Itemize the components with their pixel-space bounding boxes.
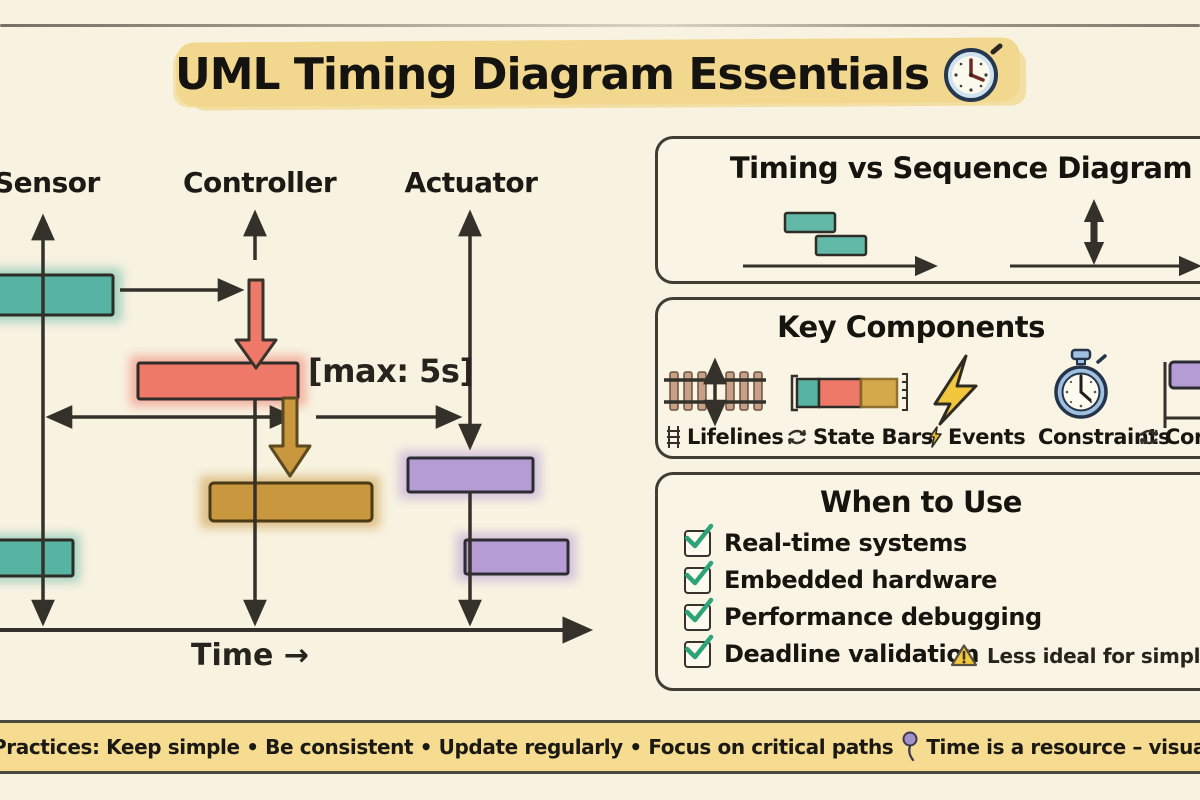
use-case-row: Performance debugging xyxy=(684,597,1042,633)
timing-diagram-canvas xyxy=(0,209,594,644)
ladder-icon xyxy=(665,425,682,449)
timing-vs-sequence-illustration xyxy=(743,199,1200,277)
checkbox-checked-icon xyxy=(684,597,714,631)
warning-triangle-icon xyxy=(950,643,978,668)
page-header: UML Timing Diagram Essentials xyxy=(150,42,1030,106)
state-bar-sensor-1 xyxy=(0,273,115,317)
clock-icon xyxy=(943,42,1005,106)
panel-key-components-title: Key Components xyxy=(777,310,1045,344)
constraint-label: [max: 5s] xyxy=(308,352,474,390)
state-transition-icon xyxy=(1163,360,1200,428)
best-practices-text: Practices: Keep simple • Be consistent •… xyxy=(0,731,1200,763)
time-axis-label: Time → xyxy=(191,638,309,673)
key-component-constraints: Constraints xyxy=(1038,425,1171,449)
key-component-state-bars: State Bars xyxy=(786,425,933,449)
state-bar-controller-2 xyxy=(208,481,374,523)
use-case-label: Embedded hardware xyxy=(724,566,998,594)
state-bar-controller-1 xyxy=(136,361,300,401)
key-component-cond: Cond xyxy=(1138,425,1200,449)
use-case-row: Embedded hardware xyxy=(684,560,998,596)
pin-icon xyxy=(901,731,918,763)
panel-timing-vs-sequence: Timing vs Sequence Diagram xyxy=(655,136,1200,284)
panel-when-to-use: When to Use Real-time systems Embedded h… xyxy=(655,472,1200,691)
use-case-row: Deadline validation xyxy=(684,634,980,670)
event-arrow-gold xyxy=(268,396,312,478)
state-bars-icon xyxy=(790,373,908,412)
event-arrow-red xyxy=(234,278,278,370)
cycle-icon xyxy=(786,427,808,447)
state-bar-sensor-2 xyxy=(0,538,75,578)
key-components-icons xyxy=(664,348,1200,428)
checkbox-checked-icon xyxy=(684,523,714,557)
use-case-label: Deadline validation xyxy=(724,640,980,668)
top-frame-line xyxy=(0,24,1200,27)
banner-text-left: Practices: Keep simple • Be consistent •… xyxy=(0,735,894,759)
use-case-label: Real-time systems xyxy=(724,529,967,557)
state-bar-actuator-1 xyxy=(406,456,535,494)
lightning-icon xyxy=(933,354,978,426)
key-component-label: Lifelines xyxy=(687,425,784,449)
warning-note: Less ideal for simple we xyxy=(950,643,1200,668)
panel-key-components: Key Components xyxy=(655,297,1200,459)
checkbox-checked-icon xyxy=(684,634,714,668)
checkbox-checked-icon xyxy=(684,560,714,594)
lifeline-label-actuator: Actuator xyxy=(404,166,538,199)
key-component-events: Events xyxy=(928,425,1026,449)
cycle-icon xyxy=(1138,427,1160,447)
use-case-row: Real-time systems xyxy=(684,523,967,559)
warning-text: Less ideal for simple we xyxy=(987,643,1200,668)
sequence-mini-diagram xyxy=(1010,199,1200,277)
key-component-lifelines: Lifelines xyxy=(665,425,784,449)
panel-when-to-use-title: When to Use xyxy=(820,485,1022,519)
best-practices-banner: Practices: Keep simple • Be consistent •… xyxy=(0,720,1200,774)
stopwatch-icon xyxy=(1054,348,1108,419)
page-title: UML Timing Diagram Essentials xyxy=(174,48,930,100)
key-component-label: Events xyxy=(948,425,1026,449)
key-component-label: Constraints xyxy=(1038,425,1171,449)
panel-timing-vs-sequence-title: Timing vs Sequence Diagram xyxy=(729,151,1193,185)
state-bar-actuator-2 xyxy=(463,538,570,576)
lifeline-label-sensor: Sensor xyxy=(0,166,100,199)
key-component-label: State Bars xyxy=(813,425,933,449)
use-case-label: Performance debugging xyxy=(724,603,1042,631)
railroad-lifeline-icon xyxy=(664,357,766,427)
lifeline-label-controller: Controller xyxy=(183,166,337,199)
key-component-label: Cond xyxy=(1165,425,1200,449)
banner-text-right: Time is a resource – visualize it effe xyxy=(926,735,1200,759)
lightning-small-icon xyxy=(928,426,943,448)
timing-mini-diagram xyxy=(743,211,938,277)
